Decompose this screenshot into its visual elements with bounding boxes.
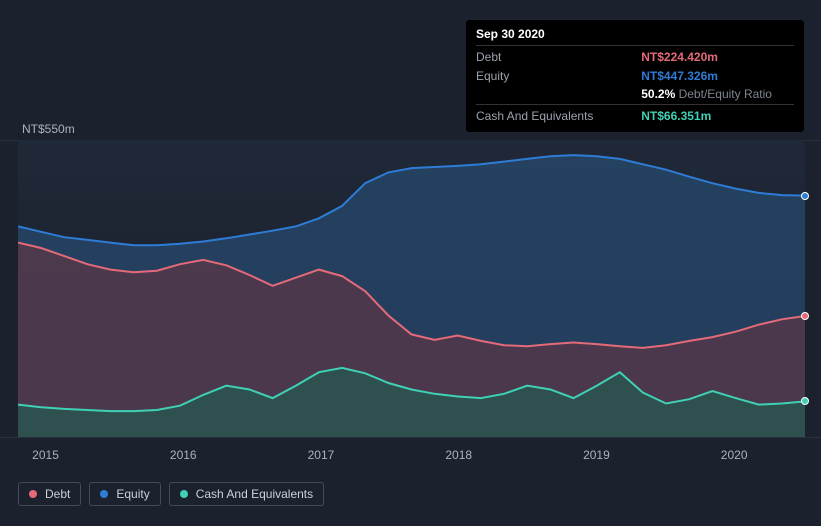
tooltip-key: Cash And Equivalents — [476, 105, 641, 126]
tooltip-key: Equity — [476, 67, 641, 86]
x-tick-2018: 2018 — [445, 448, 472, 462]
gridline-bottom — [0, 437, 821, 438]
tooltip-value: NT$447.326m — [641, 67, 794, 86]
legend-dot-icon — [100, 490, 108, 498]
y-axis-top-label: NT$550m — [22, 122, 75, 136]
chart-plot — [18, 140, 805, 437]
legend-item-debt[interactable]: Debt — [18, 482, 81, 506]
legend-label: Cash And Equivalents — [196, 487, 313, 501]
legend-label: Debt — [45, 487, 70, 501]
legend-dot-icon — [180, 490, 188, 498]
chart-legend: Debt Equity Cash And Equivalents — [18, 482, 324, 506]
legend-item-equity[interactable]: Equity — [89, 482, 160, 506]
chart-tooltip: Sep 30 2020 DebtNT$224.420mEquityNT$447.… — [466, 20, 804, 132]
tooltip-value: 50.2% Debt/Equity Ratio — [641, 85, 794, 104]
tooltip-key: Debt — [476, 45, 641, 66]
x-tick-2016: 2016 — [170, 448, 197, 462]
x-tick-2015: 2015 — [32, 448, 59, 462]
x-tick-2020: 2020 — [721, 448, 748, 462]
tooltip-value: NT$224.420m — [641, 45, 794, 66]
x-axis-labels: 2015 2016 2017 2018 2019 2020 — [18, 448, 805, 464]
end-marker-cash — [801, 397, 809, 405]
x-tick-2019: 2019 — [583, 448, 610, 462]
tooltip-key — [476, 85, 641, 104]
end-marker-debt — [801, 312, 809, 320]
tooltip-value: NT$66.351m — [641, 105, 794, 126]
legend-item-cash[interactable]: Cash And Equivalents — [169, 482, 324, 506]
tooltip-date: Sep 30 2020 — [476, 26, 794, 45]
x-tick-2017: 2017 — [308, 448, 335, 462]
legend-dot-icon — [29, 490, 37, 498]
legend-label: Equity — [116, 487, 149, 501]
end-marker-equity — [801, 192, 809, 200]
